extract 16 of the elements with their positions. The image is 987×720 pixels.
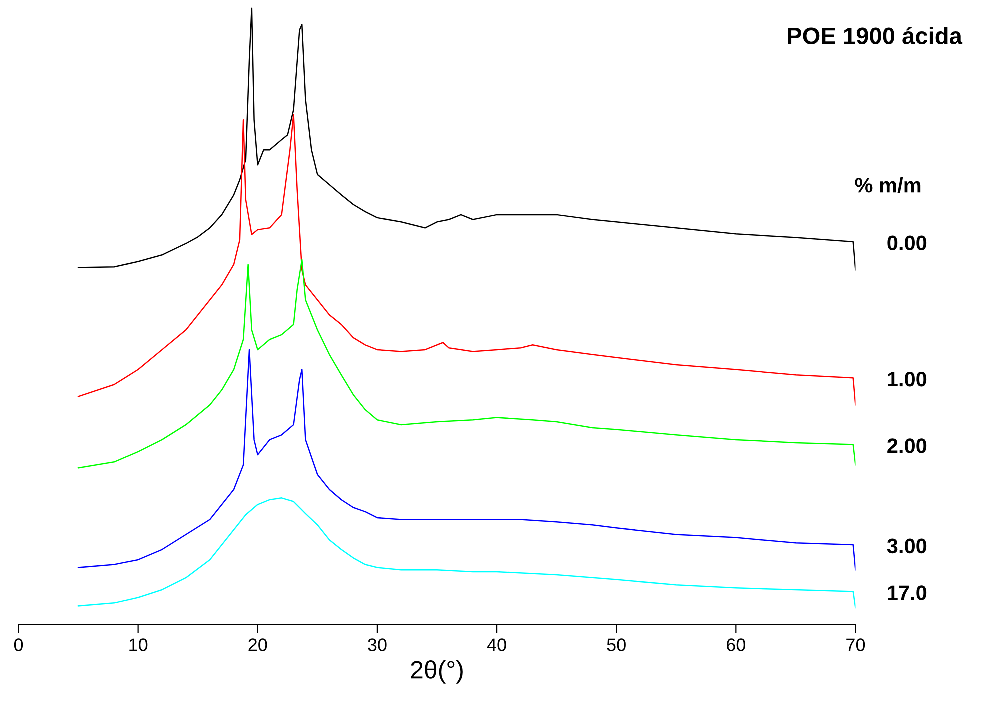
series-label: 0.00 [888,236,927,251]
series-label: 17.0 [888,586,927,600]
x-axis-title: 2θ(°) [411,660,463,684]
legend-title: % m/m [855,177,921,194]
x-tick-label: 60 [727,638,746,652]
text: POE 1900 ácida [788,26,963,44]
x-tick-label: 50 [607,638,626,652]
x-tick-label: 20 [248,638,268,652]
series-label: 3.00 [887,538,927,554]
x-tick-label: 10 [130,638,148,652]
series-label: 1.00 [888,372,927,387]
x-tick-label: 30 [368,638,387,652]
x-tick-label: 0 [14,638,24,652]
x-tick-label: 40 [487,638,506,652]
x-tick-label: 70 [846,638,866,652]
series-label: 2.00 [888,438,927,454]
